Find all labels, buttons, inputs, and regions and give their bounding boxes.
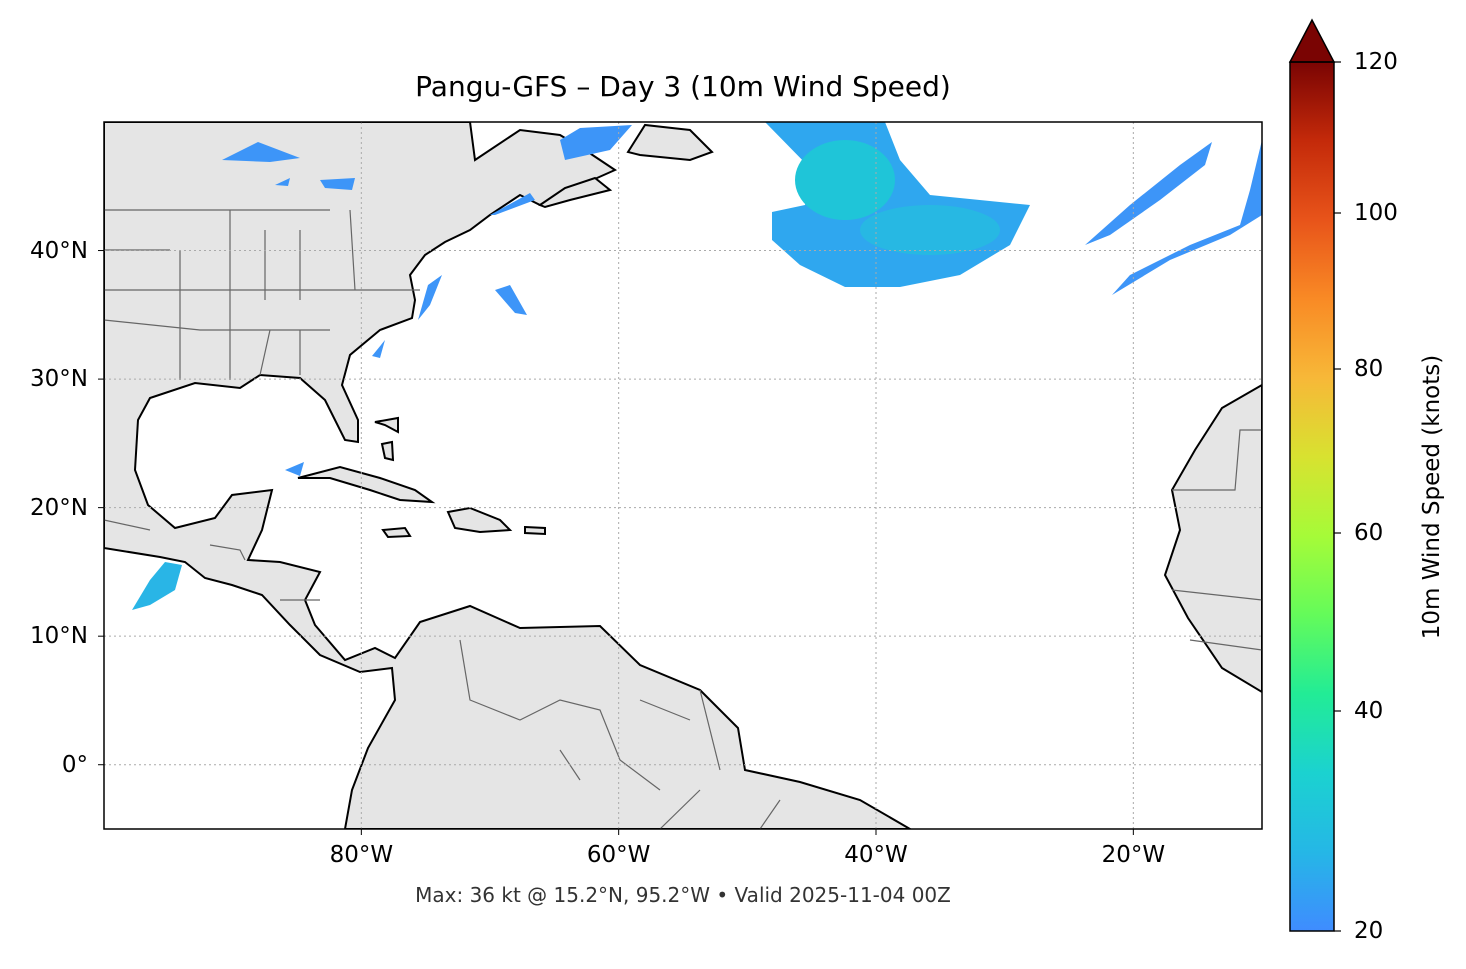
- y-tick-label: 0°: [61, 751, 88, 778]
- wind-patch-new-england: [490, 193, 535, 215]
- land-layer: [104, 122, 1262, 829]
- colorbar-tick-label: 40: [1354, 698, 1384, 724]
- colorbar-extend-arrow: [1288, 18, 1336, 63]
- map-title: Pangu-GFS – Day 3 (10m Wind Speed): [415, 70, 951, 103]
- colorbar-tick-label: 80: [1354, 356, 1384, 382]
- y-tick-label: 10°N: [30, 623, 88, 650]
- wind-field: [132, 122, 1262, 610]
- colorbar-tick-label: 60: [1354, 520, 1384, 546]
- wind-patch-great-lakes: [222, 142, 355, 190]
- wind-patch-gulf-st-lawrence: [560, 125, 632, 160]
- y-tick-label: 30°N: [30, 366, 88, 393]
- y-tick-label: 20°N: [30, 494, 88, 521]
- colorbar-label: 10m Wind Speed (knots): [1419, 354, 1445, 640]
- colorbar-tick-label: 20: [1354, 918, 1384, 944]
- wind-core-central-atlantic: [795, 140, 895, 220]
- colorbar-tick-label: 120: [1354, 49, 1398, 75]
- gridlines: [104, 122, 1262, 829]
- colorbar: [1288, 18, 1341, 932]
- map-frame: [103, 121, 1263, 830]
- x-tick-label: 20°W: [1101, 842, 1166, 868]
- cuba: [297, 465, 436, 504]
- wind-streak-northeast-2: [1112, 140, 1262, 295]
- wind-streak-northeast-1: [1085, 142, 1212, 245]
- puerto-rico: [524, 525, 546, 536]
- colorbar-tick-label: 100: [1354, 200, 1398, 226]
- colorbar-gradient: [1290, 62, 1334, 931]
- jamaica: [381, 526, 412, 539]
- nova-scotia: [537, 176, 613, 209]
- colorbar-frame: [1289, 61, 1335, 932]
- bahamas: [374, 416, 399, 462]
- wind-patch-caribbean: [285, 462, 304, 476]
- map-footer: Max: 36 kt @ 15.2°N, 95.2°W • Valid 2025…: [415, 883, 951, 907]
- x-tick-label: 80°W: [329, 842, 394, 868]
- wind-core-central-atlantic-2: [860, 205, 1000, 255]
- y-tick-label: 40°N: [30, 237, 88, 264]
- axis-ticks: [98, 250, 1134, 835]
- x-tick-label: 40°W: [844, 842, 908, 868]
- newfoundland: [626, 123, 714, 162]
- wind-patch-gulf-of-tehuantepec: [132, 562, 182, 610]
- x-tick-label: 60°W: [586, 842, 651, 868]
- americas-landmass: [104, 122, 912, 829]
